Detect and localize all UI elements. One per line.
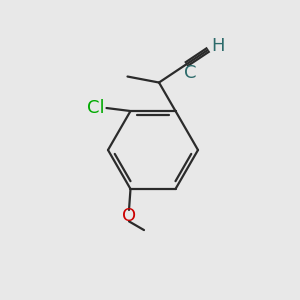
Text: C: C <box>184 64 196 82</box>
Text: Cl: Cl <box>87 99 105 117</box>
Text: O: O <box>122 207 136 225</box>
Text: H: H <box>212 37 225 55</box>
